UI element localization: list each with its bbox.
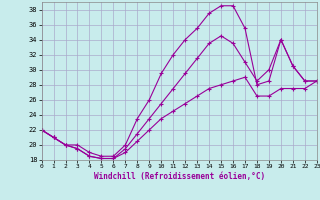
X-axis label: Windchill (Refroidissement éolien,°C): Windchill (Refroidissement éolien,°C) [94, 172, 265, 181]
